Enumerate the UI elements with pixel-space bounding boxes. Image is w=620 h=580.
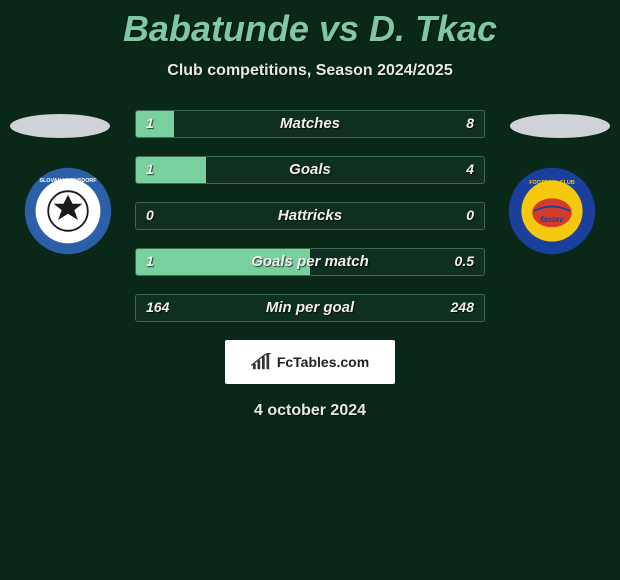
stats-list: 1Matches8 1Goals4 0Hattricks0 1Goals per ma… [135, 110, 485, 322]
chart-icon [251, 353, 273, 371]
club-left-badge: SLOVAN VARNSDORF [23, 166, 113, 256]
svg-text:fastav: fastav [540, 215, 564, 224]
club-right-badge: FOOTBALL CLUB fastav [507, 166, 597, 256]
stat-row: 164Min per goal248 [135, 294, 485, 322]
brand-text: FcTables.com [277, 354, 369, 370]
brand-badge: FcTables.com [225, 340, 395, 384]
stat-row: 1Goals per match0.5 [135, 248, 485, 276]
svg-text:SLOVAN VARNSDORF: SLOVAN VARNSDORF [39, 178, 97, 184]
stat-label: Goals [136, 161, 484, 178]
stat-value-right: 4 [466, 161, 474, 177]
stat-row: 0Hattricks0 [135, 202, 485, 230]
svg-text:FOOTBALL CLUB: FOOTBALL CLUB [529, 180, 575, 186]
stat-value-right: 0 [466, 207, 474, 223]
date-text: 4 october 2024 [0, 402, 620, 420]
player-left-avatar [10, 114, 110, 138]
stat-label: Min per goal [136, 299, 484, 316]
subtitle: Club competitions, Season 2024/2025 [0, 62, 620, 80]
stat-label: Goals per match [136, 253, 484, 270]
comparison-panel: SLOVAN VARNSDORF FOOTBALL CLUB fastav 1M… [0, 110, 620, 420]
stat-value-right: 0.5 [455, 253, 474, 269]
stat-label: Matches [136, 115, 484, 132]
stat-row: 1Goals4 [135, 156, 485, 184]
stat-row: 1Matches8 [135, 110, 485, 138]
page-title: Babatunde vs D. Tkac [0, 0, 620, 50]
stat-value-right: 248 [451, 299, 474, 315]
stat-label: Hattricks [136, 207, 484, 224]
player-right-avatar [510, 114, 610, 138]
stat-value-right: 8 [466, 115, 474, 131]
